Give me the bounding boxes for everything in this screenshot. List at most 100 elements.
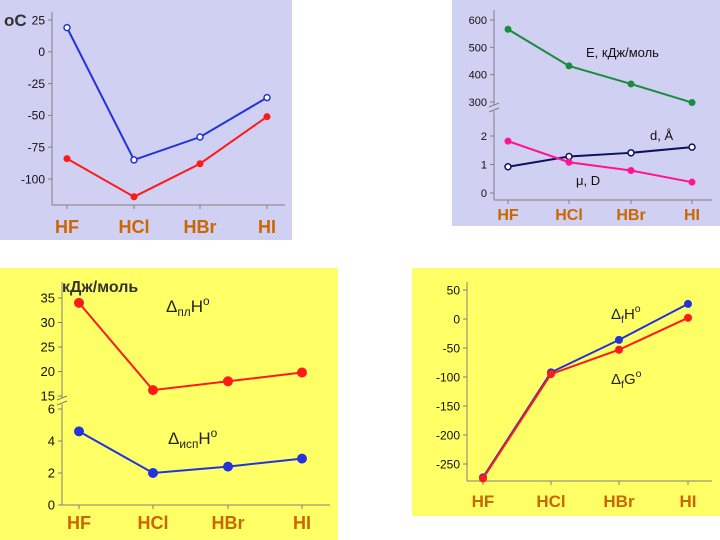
formation-y-tick-label: -150 (436, 399, 460, 413)
temperature-series-line (66, 115, 268, 198)
formation-category-label: HBr (603, 492, 635, 511)
enthalpy-data-point (297, 453, 307, 464)
bond-data-point (504, 163, 512, 171)
bond-category-label: HF (497, 207, 519, 224)
formation-y-tick-label: 0 (453, 312, 460, 326)
enthalpy-category-label: HF (67, 513, 91, 533)
formation-gibbs-label-label-sup: o (636, 368, 642, 380)
bond-data-point (627, 149, 635, 157)
enthalpy-series-line (78, 302, 303, 392)
formation-enthalpy-label: ΔfHo (611, 303, 641, 326)
enthalpy-category-label: HBr (211, 513, 244, 533)
temperature-data-point (263, 113, 271, 121)
bond-data-point (565, 62, 573, 70)
bond-axis-break-gap (489, 105, 499, 111)
temperature-data-point (263, 93, 271, 102)
bond-data-point (565, 152, 573, 161)
bond-series-line (507, 146, 693, 168)
enthalpy-data-point (297, 367, 307, 378)
bond-y-tick-label: 2 (481, 131, 487, 143)
enthalpy-y-tick-label: 2 (48, 466, 55, 481)
bond-category-label: HCl (555, 207, 583, 224)
dipole-series-label: μ, D (576, 173, 600, 188)
formation-enthalpy-label-label-main: Δ (611, 306, 621, 323)
enthalpy-axis-break-mark (56, 400, 68, 406)
enthalpy-data-point (148, 468, 158, 478)
formation-category-label: HCl (536, 492, 565, 511)
temperature-data-point (63, 23, 71, 32)
enthalpy-axis-break-mark (56, 395, 68, 401)
enthalpy-y-tick-label: 4 (48, 434, 55, 449)
bond-axis-break-mark (488, 102, 500, 108)
enthalpy-axis-break-gap (57, 398, 67, 404)
formation-data-point (615, 335, 623, 344)
bond-data-point (688, 178, 696, 186)
enthalpy-y-tick-label: 35 (41, 291, 55, 306)
formation-y-tick-label: -50 (443, 341, 461, 355)
bond-data-point (504, 137, 512, 145)
temperature-data-point (196, 133, 204, 141)
bond-data-point (565, 158, 573, 166)
formation-y-tick-label: 50 (447, 283, 461, 297)
melting-enthalpy-label: ΔплHo (166, 294, 210, 319)
formation-enthalpy-label-label-sup: o (635, 303, 641, 315)
bond-axis-break-mark (488, 107, 500, 113)
formation-category-label: HI (680, 492, 697, 511)
temperature-y-tick-label: -75 (28, 141, 46, 155)
enthalpy-data-point (74, 297, 84, 308)
bond-y-tick-label: 300 (469, 97, 487, 109)
bond-data-point (627, 80, 635, 88)
melting-enthalpy-label-label-main: Δ (166, 297, 177, 316)
temperature-y-tick-label: 25 (32, 13, 46, 27)
formation-category-label: HF (472, 492, 495, 511)
temperature-category-label: HCl (119, 217, 150, 237)
vaporization-enthalpy-label: ΔиспHo (168, 426, 218, 451)
formation-gibbs-label-label-tail: G (624, 371, 636, 388)
enthalpy-y-tick-label: 20 (41, 364, 55, 379)
energy-series-label: E, кДж/моль (586, 45, 659, 60)
bond-data-point (688, 99, 696, 107)
bond-category-label: HBr (616, 207, 645, 224)
formation-y-tick-label: -200 (436, 428, 460, 442)
melting-enthalpy-label-label-sup: o (203, 294, 210, 308)
panel-phase-enthalpy-background (0, 268, 338, 540)
panel-temperature-background (0, 0, 292, 240)
temperature-data-point (196, 160, 204, 168)
enthalpy-data-point (148, 385, 158, 396)
temperature-series-line (66, 27, 268, 162)
formation-enthalpy-label-label-tail: H (624, 306, 635, 323)
temperature-axis-unit: oC (4, 11, 27, 30)
enthalpy-y-tick-label: 25 (41, 340, 55, 355)
temperature-y-tick-label: 0 (38, 45, 45, 59)
temperature-category-label: HI (258, 217, 276, 237)
panel-bond-properties: 600 500 400 300 2 1 0 HF HCl HBr HI E, кДж/моль d, Å… (452, 0, 720, 226)
temperature-category-label: HF (55, 217, 79, 237)
enthalpy-y-tick-label: 15 (41, 389, 55, 404)
panel-temperature: oC 25 0 -25 -50 -75 -100 HF HCl HBr HI (0, 0, 292, 240)
formation-data-point (479, 474, 487, 483)
melting-enthalpy-label-label-sub: пл (177, 305, 190, 319)
bond-y-tick-label: 0 (481, 188, 487, 200)
temperature-data-point (63, 155, 71, 163)
enthalpy-y-tick-label: 0 (48, 498, 55, 513)
enthalpy-y-tick-label: 6 (48, 402, 55, 417)
temperature-data-point (130, 193, 138, 201)
melting-enthalpy-label-label-tail: H (191, 297, 203, 316)
bond-y-tick-label: 1 (481, 159, 487, 171)
bond-series-line (507, 28, 693, 104)
temperature-data-point (130, 156, 138, 164)
formation-gibbs-label: ΔfGo (611, 368, 642, 391)
bond-length-series-label: d, Å (650, 128, 673, 143)
enthalpy-data-point (223, 376, 233, 387)
bond-y-tick-label: 400 (469, 70, 487, 82)
bond-category-label: HI (684, 207, 700, 224)
enthalpy-y-tick-label: 30 (41, 315, 55, 330)
formation-data-point (615, 345, 623, 354)
vaporization-enthalpy-label-label-main: Δ (168, 429, 179, 448)
enthalpy-category-label: HI (293, 513, 311, 533)
bond-data-point (627, 166, 635, 174)
temperature-y-tick-label: -50 (28, 109, 46, 123)
